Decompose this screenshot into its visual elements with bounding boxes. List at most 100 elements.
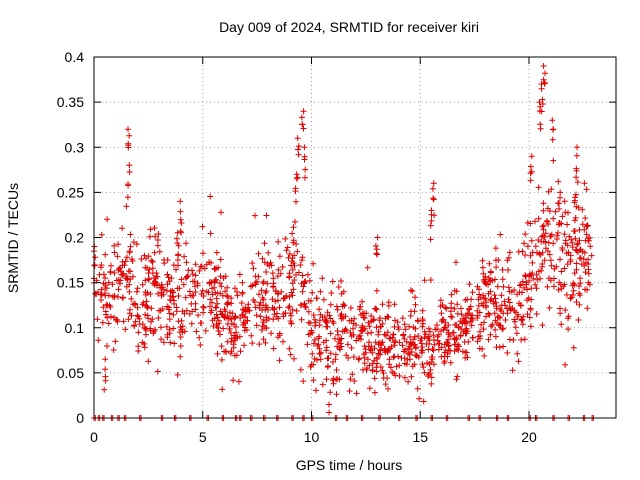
data-point [278,288,285,295]
data-point [115,293,121,300]
data-point [562,361,569,368]
data-point [310,312,317,319]
data-point [487,331,494,338]
data-point [214,350,221,357]
data-point [201,265,208,272]
data-point [110,347,117,353]
data-point [399,342,406,349]
data-point [438,310,445,317]
data-point [329,278,336,285]
data-point [207,309,214,316]
data-point [316,350,323,357]
data-point [211,266,218,273]
data-point [220,275,227,281]
data-point [490,300,497,307]
data-point [293,198,299,205]
data-point [105,279,112,286]
data-point [383,332,389,339]
data-point [294,174,301,181]
data-point [482,280,489,287]
data-point [105,320,112,327]
data-point [485,310,492,317]
data-point [393,363,400,370]
data-point [373,354,380,361]
data-point [489,321,496,328]
data-point [239,279,246,286]
data-point [222,348,229,355]
data-point [317,288,324,295]
data-point [562,237,569,244]
data-point [547,257,554,264]
data-point [299,254,306,261]
data-point [548,262,555,269]
data-point [217,256,224,263]
data-point [139,339,146,346]
data-point [550,126,557,133]
data-point [351,315,358,322]
data-point [542,70,548,77]
data-point [218,343,225,350]
data-point [289,306,296,313]
data-point [412,325,419,332]
data-point [276,332,283,339]
data-point [491,292,498,299]
data-point [372,242,379,249]
data-point [544,283,551,290]
data-point [195,312,202,319]
data-point [326,312,333,319]
data-point [356,355,363,362]
data-point [311,355,318,362]
data-point [298,316,305,323]
data-point [196,334,203,341]
data-point [434,326,440,333]
data-point [379,301,386,308]
x-tick-label: 20 [521,429,537,445]
data-point [328,290,335,296]
data-point [551,283,557,290]
data-point [303,304,309,311]
data-point [373,324,380,331]
data-point [548,186,555,193]
data-point [261,240,268,247]
data-point [366,323,373,330]
data-point [280,313,287,320]
data-point [390,354,397,361]
data-point [575,240,581,247]
data-point [189,271,196,278]
data-point [227,350,234,357]
data-point [269,270,276,277]
data-point [561,265,568,272]
data-point [481,352,488,359]
data-point [219,386,226,393]
data-point [407,356,413,363]
data-point [498,292,505,299]
data-point [374,251,381,258]
data-point [178,229,185,236]
data-point [566,233,573,240]
data-point [102,282,109,288]
data-point [224,293,231,300]
data-point [146,233,153,240]
data-point [541,257,548,264]
data-point [229,310,236,317]
data-point [439,302,446,308]
data-point [326,409,333,416]
data-point [215,317,222,324]
data-point [421,334,428,341]
data-point [556,205,563,212]
data-point [418,340,425,347]
data-point [505,296,512,303]
data-point [259,255,266,262]
data-point [539,263,546,270]
data-point [126,288,133,295]
data-point [385,302,392,309]
data-point [170,325,177,332]
data-point [396,362,403,369]
data-point [264,280,271,287]
data-point [493,344,500,351]
data-point [127,243,134,250]
data-point [145,276,152,283]
data-point [495,257,502,264]
data-point [95,289,101,296]
data-point [316,306,323,313]
